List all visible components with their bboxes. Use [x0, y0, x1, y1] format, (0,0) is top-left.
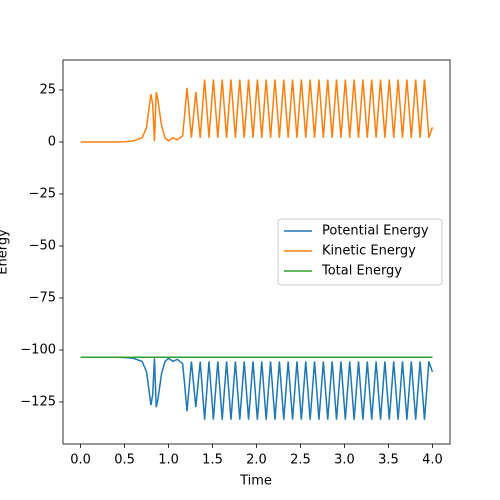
- y-tick-label: −25: [29, 186, 56, 201]
- y-tick-label: −125: [20, 394, 56, 409]
- x-tick-label: 1.5: [202, 453, 223, 468]
- legend-box: [277, 218, 443, 286]
- x-tick-label: 2.0: [246, 453, 267, 468]
- x-tick-label: 3.5: [378, 453, 399, 468]
- line-series: [80, 356, 434, 420]
- x-tick-label: 2.5: [290, 453, 311, 468]
- y-tick-label: −100: [20, 342, 56, 357]
- legend-label: Total Energy: [321, 264, 402, 279]
- x-tick-label: 1.0: [158, 453, 179, 468]
- line-series: [80, 79, 434, 143]
- y-tick-label: 25: [39, 82, 56, 97]
- x-tick-label: 3.0: [334, 453, 355, 468]
- legend-label: Potential Energy: [322, 224, 429, 239]
- y-axis-label: Energy: [0, 229, 11, 275]
- x-tick-label: 0.0: [70, 453, 91, 468]
- x-tick-label: 4.0: [422, 453, 443, 468]
- legend-label: Kinetic Energy: [322, 244, 416, 259]
- y-tick-label: 0: [48, 134, 56, 149]
- plot-area: [80, 79, 434, 420]
- x-tick-label: 0.5: [114, 453, 135, 468]
- y-tick-label: −50: [29, 238, 56, 253]
- x-axis-label: Time: [239, 474, 272, 489]
- axes-frame: [62, 59, 451, 445]
- y-tick-label: −75: [29, 290, 56, 305]
